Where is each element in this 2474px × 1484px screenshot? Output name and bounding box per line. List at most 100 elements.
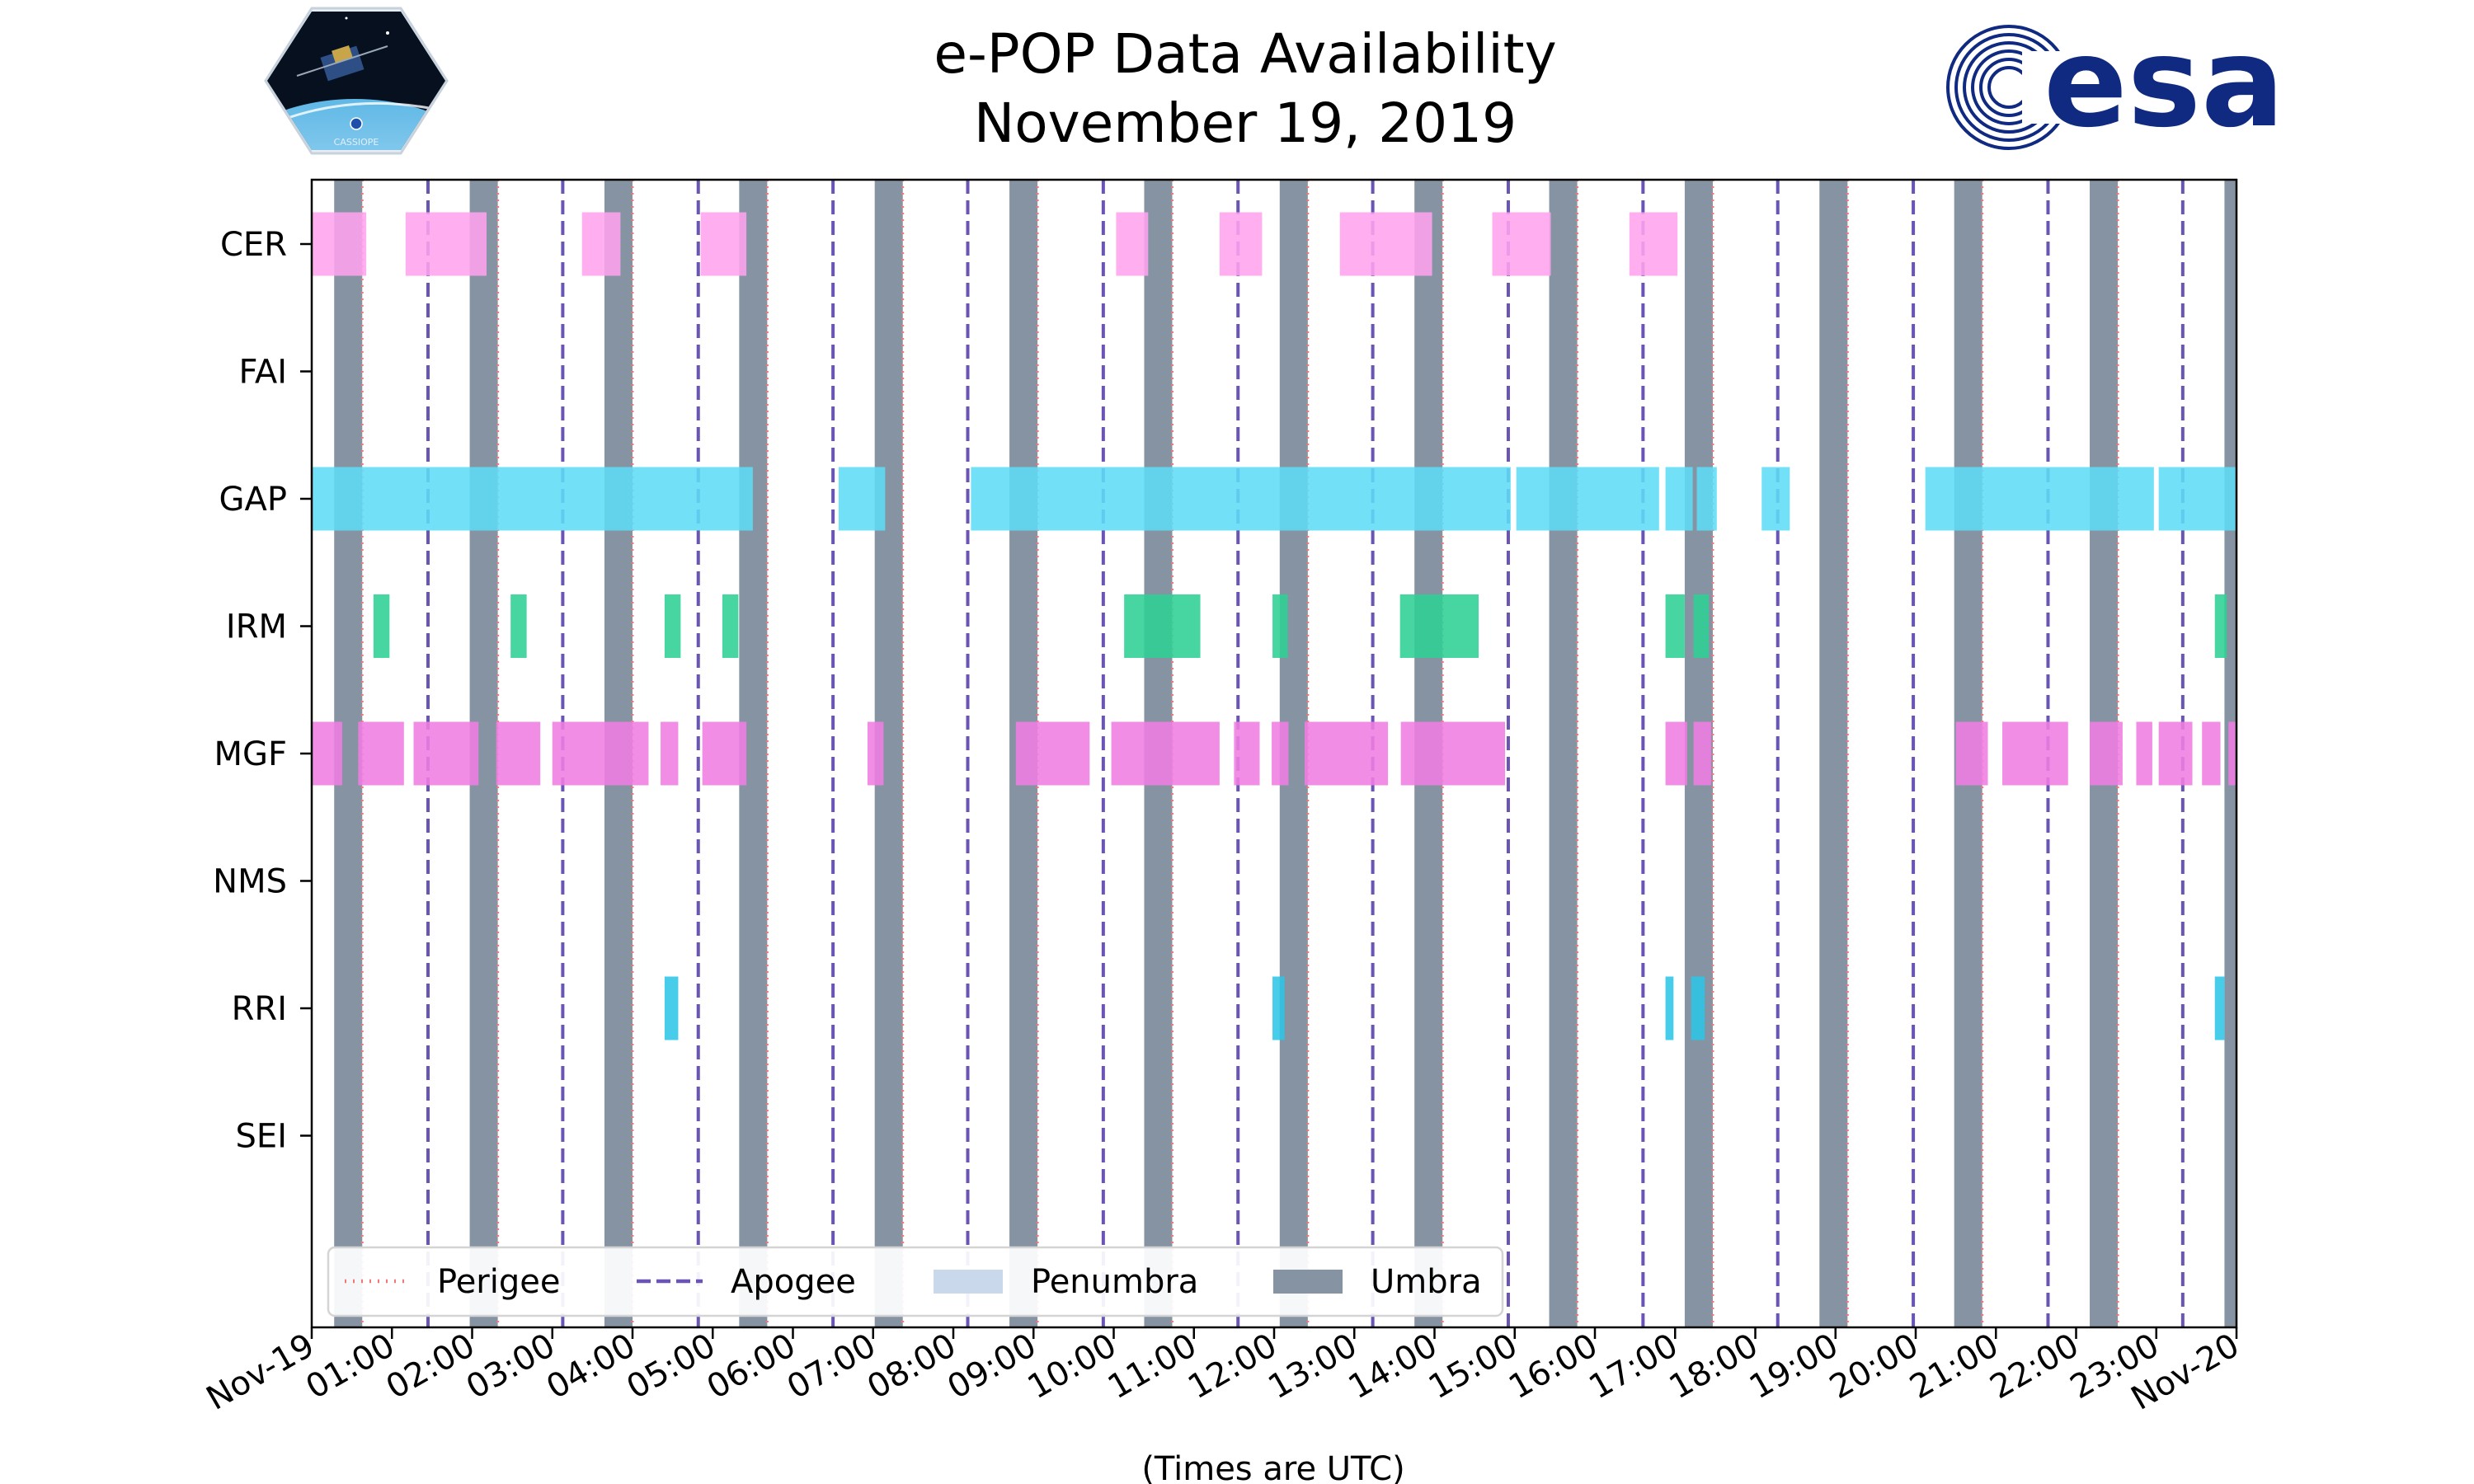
y-tick-label: MGF	[214, 735, 287, 773]
x-tick-label: 16:00	[1503, 1327, 1604, 1407]
y-tick-label: NMS	[213, 863, 287, 901]
esa-logo-text: esa	[2044, 12, 2284, 155]
esa-logo: esa	[1946, 12, 2284, 155]
availability-bar-irm	[510, 594, 527, 658]
legend-frame	[327, 1246, 1504, 1317]
y-tick-label: GAP	[219, 481, 287, 519]
availability-bar-mgf	[413, 721, 479, 786]
x-tick-label: 07:00	[781, 1327, 882, 1407]
availability-bar-mgf	[2202, 721, 2221, 786]
availability-bar-gap	[971, 467, 1511, 531]
availability-bar-gap	[1516, 467, 1659, 531]
satellite-icon	[296, 45, 388, 82]
availability-bar-mgf	[1400, 721, 1506, 786]
availability-bar-gap	[1925, 467, 2154, 531]
availability-bar-mgf	[1015, 721, 1090, 786]
availability-bar-cer	[405, 212, 487, 276]
availability-bar-mgf	[2228, 721, 2236, 786]
availability-bar-irm	[2214, 594, 2227, 658]
legend-perigee-label: Perigee	[437, 1263, 560, 1301]
availability-bar-cer	[1629, 212, 1678, 276]
x-tick-label: 18:00	[1663, 1327, 1765, 1407]
chart-title-line-1: e-POP Data Availability	[934, 22, 1556, 86]
availability-bar-cer	[312, 212, 367, 276]
x-tick-label: 09:00	[941, 1327, 1042, 1407]
availability-bar-cer	[1219, 212, 1263, 276]
availability-bar-mgf	[496, 721, 541, 786]
availability-bar-gap	[838, 467, 886, 531]
x-tick-label: 05:00	[620, 1327, 722, 1407]
availability-bar-irm	[1693, 594, 1710, 658]
availability-bar-mgf	[867, 721, 884, 786]
x-tick-label: 03:00	[460, 1327, 562, 1407]
umbra-band	[1549, 180, 1578, 1327]
y-tick-label: SEI	[236, 1118, 287, 1156]
availability-bar-cer	[1116, 212, 1149, 276]
x-tick-label: 08:00	[861, 1327, 962, 1407]
x-tick-label: 11:00	[1102, 1327, 1203, 1407]
chart-title-line-2: November 19, 2019	[974, 92, 1517, 155]
availability-bar-cer	[700, 212, 747, 276]
availability-bar-irm	[722, 594, 739, 658]
availability-bar-mgf	[552, 721, 649, 786]
availability-bar-mgf	[661, 721, 679, 786]
availability-bar-irm	[373, 594, 390, 658]
availability-bar-irm	[1399, 594, 1479, 658]
availability-bar-irm	[1124, 594, 1201, 658]
availability-bar-mgf	[702, 721, 747, 786]
axes: CERFAIGAPIRMMGFNMSRRISEINov-1901:0002:00…	[200, 178, 2246, 1418]
y-tick-label: RRI	[232, 990, 287, 1028]
x-tick-label: 04:00	[540, 1327, 642, 1407]
availability-bar-irm	[1665, 594, 1685, 658]
legend-umbra-label: Umbra	[1371, 1263, 1482, 1301]
x-tick-label: 17:00	[1583, 1327, 1684, 1407]
availability-bar-rri	[2214, 976, 2225, 1040]
y-tick-label: FAI	[239, 354, 288, 392]
availability-bar-cer	[581, 212, 621, 276]
x-tick-label: 15:00	[1423, 1327, 1524, 1407]
umbra-band	[1819, 180, 1848, 1327]
availability-bar-mgf	[2158, 721, 2193, 786]
x-tick-label: 06:00	[701, 1327, 802, 1407]
availability-bar-irm	[1272, 594, 1288, 658]
availability-bar-rri	[1691, 976, 1705, 1040]
x-tick-label: 20:00	[1823, 1327, 1925, 1407]
availability-bar-gap	[312, 467, 753, 531]
availability-bar-mgf	[312, 721, 342, 786]
x-tick-label: 14:00	[1343, 1327, 1444, 1407]
legend: Perigee Apogee Penumbra Umbra	[327, 1246, 1504, 1317]
x-tick-label: 21:00	[1903, 1327, 2005, 1407]
availability-bar-mgf	[358, 721, 404, 786]
y-tick-label: CER	[220, 226, 287, 264]
availability-bar-mgf	[1272, 721, 1289, 786]
availability-bar-mgf	[2002, 721, 2068, 786]
x-axis-label: (Times are UTC)	[1141, 1450, 1404, 1484]
cassiope-logo-text: CASSIOPE	[334, 137, 379, 148]
availability-bar-mgf	[1693, 721, 1712, 786]
legend-penumbra-label: Penumbra	[1031, 1263, 1198, 1301]
availability-bar-mgf	[1665, 721, 1687, 786]
availability-bar-gap	[1761, 467, 1790, 531]
availability-bar-mgf	[1234, 721, 1260, 786]
availability-bar-rri	[1272, 976, 1285, 1040]
availability-bar-mgf	[2090, 721, 2123, 786]
availability-bar-mgf	[1955, 721, 1988, 786]
availability-bar-mgf	[1304, 721, 1389, 786]
availability-bar-cer	[1339, 212, 1432, 276]
x-tick-label: 13:00	[1262, 1327, 1363, 1407]
availability-bar-rri	[1665, 976, 1674, 1040]
availability-bar-cer	[1492, 212, 1551, 276]
legend-umbra-patch	[1273, 1270, 1343, 1294]
x-tick-label: 22:00	[1984, 1327, 2086, 1407]
x-tick-label: 10:00	[1022, 1327, 1123, 1407]
availability-bar-mgf	[2136, 721, 2152, 786]
availability-bar-gap	[1696, 467, 1717, 531]
y-tick-label: IRM	[226, 608, 287, 646]
availability-bar-rri	[664, 976, 679, 1040]
availability-bar-mgf	[1111, 721, 1220, 786]
plot-area	[312, 180, 2236, 1327]
x-tick-label: 19:00	[1743, 1327, 1845, 1407]
legend-penumbra-patch	[934, 1270, 1003, 1294]
availability-bar-gap	[1665, 467, 1693, 531]
